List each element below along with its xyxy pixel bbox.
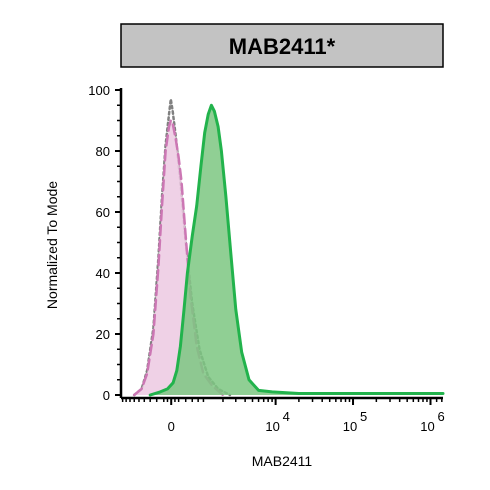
x-tick-exponent: 5	[360, 409, 367, 424]
x-tick-label: 10	[343, 419, 357, 434]
series-3-line	[148, 103, 445, 397]
y-tick-label: 20	[96, 327, 110, 342]
series-3-area	[150, 105, 443, 396]
x-axis-title: MAB2411	[252, 453, 313, 469]
x-tick-exponent: 4	[283, 409, 290, 424]
x-tick-label: 10	[420, 419, 434, 434]
y-tick-label: 100	[88, 83, 110, 98]
y-tick-label: 80	[96, 144, 110, 159]
x-tick-label: 10	[265, 419, 279, 434]
y-tick-label: 0	[103, 388, 110, 403]
x-tick-label: 0	[168, 419, 175, 434]
series-layer	[132, 97, 445, 397]
header-box	[120, 23, 444, 68]
series-2-line	[132, 119, 225, 397]
y-axis-title: Normalized To Mode	[44, 181, 60, 309]
y-tick-label: 60	[96, 205, 110, 220]
x-tick-exponent: 6	[437, 409, 444, 424]
chart-title: MAB2411*	[229, 34, 336, 59]
chart-header: MAB2411*	[120, 23, 444, 68]
y-tick-label: 40	[96, 266, 110, 281]
series-2-area	[134, 120, 223, 395]
